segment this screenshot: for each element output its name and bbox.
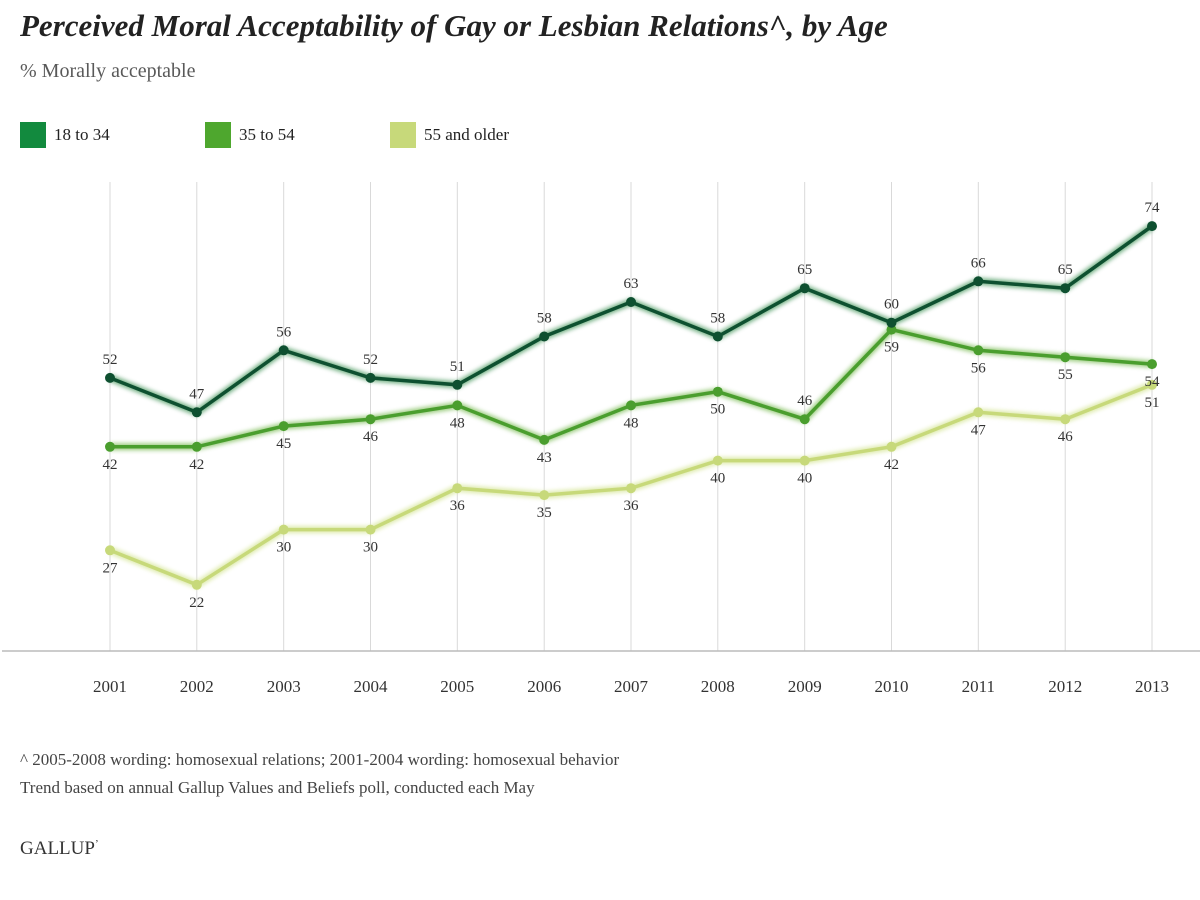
svg-text:51: 51 — [450, 359, 465, 375]
svg-text:42: 42 — [189, 457, 204, 473]
svg-text:58: 58 — [710, 311, 725, 327]
svg-text:36: 36 — [450, 498, 466, 514]
svg-text:42: 42 — [884, 457, 899, 473]
svg-text:2005: 2005 — [440, 677, 474, 696]
svg-text:47: 47 — [189, 386, 205, 402]
svg-text:2009: 2009 — [788, 677, 822, 696]
svg-text:43: 43 — [537, 450, 552, 466]
svg-text:2002: 2002 — [180, 677, 214, 696]
svg-text:2008: 2008 — [701, 677, 735, 696]
svg-text:2003: 2003 — [267, 677, 301, 696]
svg-text:2011: 2011 — [962, 677, 995, 696]
svg-text:52: 52 — [363, 352, 378, 368]
svg-text:40: 40 — [797, 471, 812, 487]
svg-text:65: 65 — [797, 262, 812, 278]
svg-text:58: 58 — [537, 311, 552, 327]
svg-text:46: 46 — [797, 393, 813, 409]
svg-text:60: 60 — [884, 297, 899, 313]
svg-text:36: 36 — [624, 498, 640, 514]
svg-text:52: 52 — [103, 352, 118, 368]
svg-text:46: 46 — [363, 429, 379, 445]
svg-text:42: 42 — [103, 457, 118, 473]
svg-text:66: 66 — [971, 255, 987, 271]
svg-text:30: 30 — [363, 540, 378, 556]
svg-text:56: 56 — [971, 360, 987, 376]
svg-text:59: 59 — [884, 340, 899, 356]
svg-text:2004: 2004 — [354, 677, 389, 696]
svg-text:27: 27 — [103, 560, 119, 576]
svg-text:54: 54 — [1145, 374, 1161, 390]
svg-text:2010: 2010 — [875, 677, 909, 696]
svg-text:46: 46 — [1058, 429, 1074, 445]
svg-text:40: 40 — [710, 471, 725, 487]
svg-text:35: 35 — [537, 505, 552, 521]
svg-text:50: 50 — [710, 402, 725, 418]
svg-text:2013: 2013 — [1135, 677, 1169, 696]
svg-text:2001: 2001 — [93, 677, 127, 696]
svg-text:51: 51 — [1145, 395, 1160, 411]
svg-text:65: 65 — [1058, 262, 1073, 278]
svg-text:48: 48 — [624, 415, 639, 431]
svg-text:55: 55 — [1058, 367, 1073, 383]
svg-text:2007: 2007 — [614, 677, 649, 696]
svg-text:74: 74 — [1145, 200, 1161, 216]
svg-text:30: 30 — [276, 540, 291, 556]
svg-text:2006: 2006 — [527, 677, 561, 696]
svg-text:63: 63 — [624, 276, 639, 292]
svg-text:56: 56 — [276, 324, 292, 340]
svg-text:22: 22 — [189, 595, 204, 611]
svg-text:2012: 2012 — [1048, 677, 1082, 696]
svg-text:45: 45 — [276, 436, 291, 452]
svg-text:47: 47 — [971, 422, 987, 438]
svg-text:48: 48 — [450, 415, 465, 431]
